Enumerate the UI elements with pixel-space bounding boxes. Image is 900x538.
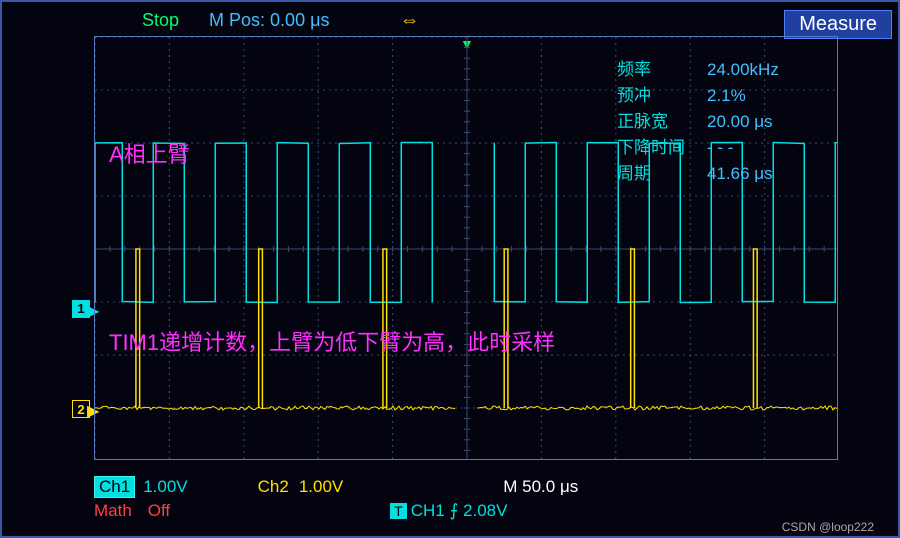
trigger-info: CH1 ⨍ 2.08V [411,501,508,521]
ch1-scale: 1.00V [143,477,187,497]
math-label[interactable]: Math [94,501,132,521]
measurement-row: 频率24.00kHz [617,57,837,83]
measurement-label: 正脉宽 [617,109,707,135]
m-position: M Pos: 0.00 μs [209,10,329,31]
watermark: CSDN @loop222 [782,520,874,534]
measurement-row: 下降时间- - - [617,135,837,161]
measurement-value: 2.1% [707,83,746,109]
measurements-panel: 频率24.00kHz预冲2.1%正脉宽20.00 μs下降时间- - -周期41… [617,57,837,187]
ch2-scale: 1.00V [299,477,343,497]
ch1-box[interactable]: Ch1 [94,476,135,498]
measurement-label: 预冲 [617,83,707,109]
channel-scale-bar: Ch1 1.00V Ch2 1.00V M 50.0 μs [94,476,838,498]
measurement-value: 24.00kHz [707,57,779,83]
math-trigger-bar: Math Off T CH1 ⨍ 2.08V [94,500,838,522]
ch2-box[interactable]: Ch2 [258,477,289,497]
measurement-value: 41.66 μs [707,161,773,187]
measurement-row: 正脉宽20.00 μs [617,109,837,135]
annotation-tim1: TIM1递增计数，上臂为低下臂为高，此时采样 [109,325,555,357]
measurement-label: 频率 [617,57,707,83]
measurement-value: 20.00 μs [707,109,773,135]
measure-button[interactable]: Measure [784,10,892,39]
measurement-label: 周期 [617,161,707,187]
timebase-label: M 50.0 μs [503,477,578,497]
measurement-row: 预冲2.1% [617,83,837,109]
measurement-value: - - - [707,135,733,161]
measurement-row: 周期41.66 μs [617,161,837,187]
math-state: Off [148,501,170,521]
trigger-box[interactable]: T [390,503,407,519]
waveform-display: 频率24.00kHz预冲2.1%正脉宽20.00 μs下降时间- - -周期41… [94,36,838,460]
usb-icon: ⇔ [399,9,419,32]
measurement-label: 下降时间 [617,135,707,161]
annotation-phase-a: A相上臂 [109,137,190,169]
run-state: Stop [142,10,179,31]
